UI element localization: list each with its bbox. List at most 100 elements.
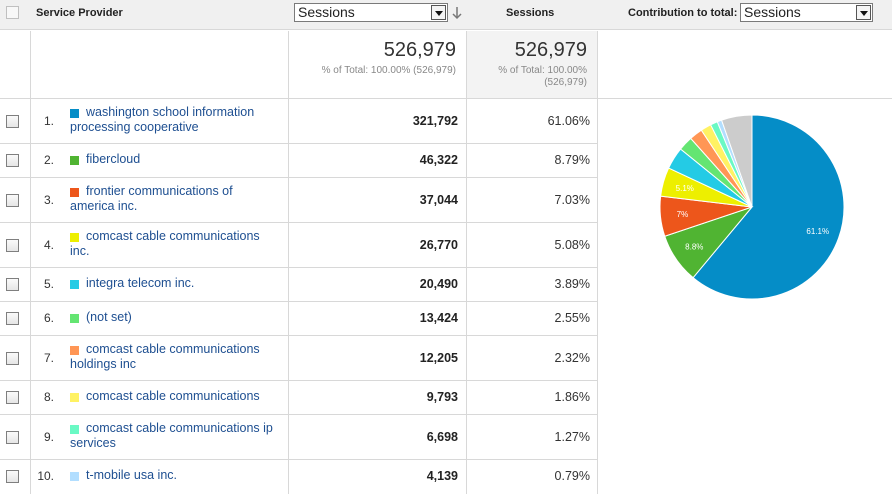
sessions-value: 13,424 [419, 311, 458, 325]
table-row: 10. t-mobile usa inc. 4,139 0.79% [0, 460, 597, 494]
legend-swatch [70, 346, 79, 355]
row-checkbox[interactable] [6, 352, 19, 365]
row-checkbox[interactable] [6, 312, 19, 325]
legend-swatch [70, 393, 79, 402]
sessions-value: 4,139 [426, 469, 458, 483]
pie-slice-1[interactable] [692, 114, 845, 300]
chevron-down-icon[interactable] [431, 5, 446, 20]
sessions-value: 37,044 [419, 193, 458, 207]
sessions-value: 9,793 [426, 390, 458, 404]
sessions-value: 321,792 [412, 114, 458, 128]
provider-link[interactable]: fibercloud [86, 152, 141, 166]
sessions-total-percent: % of Total: 100.00% (526,979) [321, 65, 456, 76]
row-checkbox[interactable] [6, 239, 19, 252]
pie-slice-label: 7% [677, 210, 689, 219]
select-all-checkbox[interactable] [6, 6, 19, 19]
contribution-percent: 2.55% [554, 311, 590, 325]
contribution-total-value: 526,979 [514, 39, 587, 61]
provider-link[interactable]: integra telecom inc. [86, 276, 195, 290]
provider-link[interactable]: comcast cable communications [86, 389, 260, 403]
table-row: 5. integra telecom inc. 20,490 3.89% [0, 268, 597, 302]
row-number: 10. [37, 469, 54, 483]
column-divider [288, 31, 289, 494]
contribution-label: Contribution to total: [628, 7, 738, 19]
provider-link[interactable]: comcast cable communications inc. [70, 229, 260, 258]
table-row: 2. fibercloud 46,322 8.79% [0, 144, 597, 178]
row-number: 6. [43, 311, 54, 325]
legend-swatch [70, 233, 79, 242]
table-row: 7. comcast cable communications holdings… [0, 336, 597, 381]
contribution-select[interactable]: Sessions [740, 3, 873, 22]
sessions-total-value: 526,979 [383, 39, 456, 61]
row-number: 7. [43, 351, 54, 365]
legend-swatch [70, 280, 79, 289]
row-number: 3. [43, 193, 54, 207]
row-checkbox[interactable] [6, 115, 19, 128]
table-row: 6. (not set) 13,424 2.55% [0, 302, 597, 336]
row-checkbox[interactable] [6, 278, 19, 291]
sessions-value: 12,205 [419, 351, 458, 365]
column-divider [466, 31, 467, 494]
table-row: 8. comcast cable communications 9,793 1.… [0, 381, 597, 415]
pie-slice-label: 61.1% [806, 227, 829, 236]
provider-link[interactable]: frontier communications of america inc. [70, 184, 233, 213]
pie-slice-11[interactable] [720, 114, 753, 208]
row-number: 2. [43, 153, 54, 167]
row-checkbox[interactable] [6, 194, 19, 207]
pie-slice-label: 8.8% [685, 242, 703, 251]
column-divider [597, 31, 598, 494]
pie-slice-label: 5.1% [676, 184, 694, 193]
contribution-percent: 2.32% [554, 351, 590, 365]
metric-select-value: Sessions [298, 4, 355, 20]
contribution-percent: 61.06% [547, 114, 590, 128]
row-checkbox[interactable] [6, 391, 19, 404]
sessions-value: 26,770 [419, 238, 458, 252]
sessions-total-cell: 526,979 % of Total: 100.00% (526,979) [289, 31, 466, 99]
table-row: 9. comcast cable communications ip servi… [0, 415, 597, 460]
sessions-value: 6,698 [426, 430, 458, 444]
row-number: 5. [43, 277, 54, 291]
legend-swatch [70, 156, 79, 165]
sort-descending-icon[interactable] [451, 6, 463, 20]
row-number: 9. [43, 430, 54, 444]
row-number: 8. [43, 390, 54, 404]
row-checkbox[interactable] [6, 431, 19, 444]
metric-select[interactable]: Sessions [294, 3, 448, 22]
column-title-service-provider[interactable]: Service Provider [36, 7, 123, 19]
totals-row [0, 31, 892, 99]
sessions-value: 46,322 [419, 153, 458, 167]
legend-swatch [70, 425, 79, 434]
provider-link[interactable]: t-mobile usa inc. [86, 468, 178, 482]
provider-link[interactable]: comcast cable communications holdings in… [70, 342, 260, 371]
provider-link[interactable]: (not set) [86, 310, 132, 324]
contribution-total-cell: 526,979 % of Total: 100.00% (526,979) [466, 31, 597, 98]
chevron-down-icon[interactable] [856, 5, 871, 20]
column-divider [30, 31, 31, 494]
table-row: 1. washington school information process… [0, 99, 597, 144]
row-number: 4. [43, 238, 54, 252]
row-checkbox[interactable] [6, 154, 19, 167]
legend-swatch [70, 188, 79, 197]
contribution-total-percent: % of Total: 100.00% (526,979) [498, 65, 587, 89]
table-row: 3. frontier communications of america in… [0, 178, 597, 223]
legend-swatch [70, 314, 79, 323]
provider-link[interactable]: comcast cable communications ip services [70, 421, 273, 450]
contribution-percent: 3.89% [554, 277, 590, 291]
contribution-percent: 1.27% [554, 430, 590, 444]
contribution-percent: 0.79% [554, 469, 590, 483]
table-header: Service Provider Sessions Sessions Contr… [0, 0, 892, 30]
contribution-total-percent-line1: % of Total: 100.00% [498, 65, 587, 76]
legend-swatch [70, 109, 79, 118]
sessions-value: 20,490 [419, 277, 458, 291]
contribution-percent: 8.79% [554, 153, 590, 167]
contribution-pie-chart: 61.1% 8.8% 7% 5.1% [659, 114, 845, 300]
row-number: 1. [43, 114, 54, 128]
contribution-percent: 7.03% [554, 193, 590, 207]
legend-swatch [70, 472, 79, 481]
contribution-select-value: Sessions [744, 4, 801, 20]
provider-link[interactable]: washington school information processing… [70, 105, 255, 134]
contribution-percent: 5.08% [554, 238, 590, 252]
table-row: 4. comcast cable communications inc. 26,… [0, 223, 597, 268]
column-title-sessions[interactable]: Sessions [506, 7, 555, 19]
row-checkbox[interactable] [6, 470, 19, 483]
